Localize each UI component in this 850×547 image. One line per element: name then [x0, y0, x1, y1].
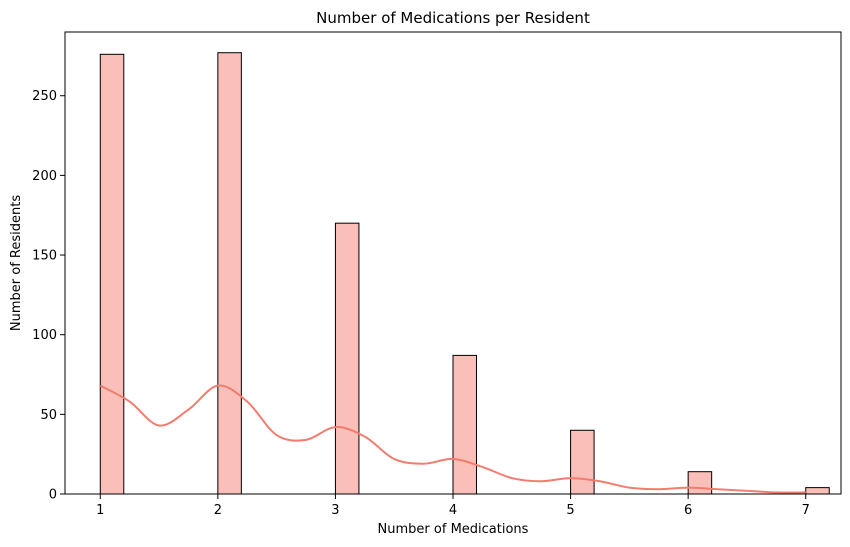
- y-tick-label: 50: [40, 408, 57, 423]
- x-tick-label: 3: [331, 503, 339, 518]
- y-tick-label: 100: [32, 328, 57, 343]
- histogram-bar-1: [99, 53, 125, 495]
- y-tick-label: 0: [49, 488, 57, 503]
- histogram-bar-3: [334, 222, 360, 495]
- x-tick-label: 2: [214, 503, 222, 518]
- y-tick-label: 250: [32, 89, 57, 104]
- x-axis-label: Number of Medications: [378, 522, 529, 537]
- x-axis: 1 2 3 4 5 6 7: [96, 494, 810, 518]
- histogram-bar-4: [452, 354, 478, 495]
- kde-curve: [99, 384, 806, 494]
- chart-title: Number of Medications per Resident: [316, 9, 590, 27]
- bars-group: [99, 52, 830, 495]
- x-tick-label: 5: [566, 503, 574, 518]
- histogram-bar-5: [570, 429, 595, 495]
- y-tick-label: 200: [32, 169, 57, 184]
- x-tick-label: 7: [802, 503, 810, 518]
- x-tick-label: 4: [449, 503, 457, 518]
- y-tick-label: 150: [32, 249, 57, 264]
- histogram-bar-7: [805, 487, 830, 495]
- histogram-bar-6: [687, 471, 713, 495]
- x-tick-label: 6: [684, 503, 692, 518]
- x-tick-label: 1: [96, 503, 104, 518]
- y-axis: 0 50 100 150 200 250: [32, 89, 65, 503]
- y-axis-label: Number of Residents: [9, 195, 24, 331]
- histogram-bar-2: [217, 52, 242, 495]
